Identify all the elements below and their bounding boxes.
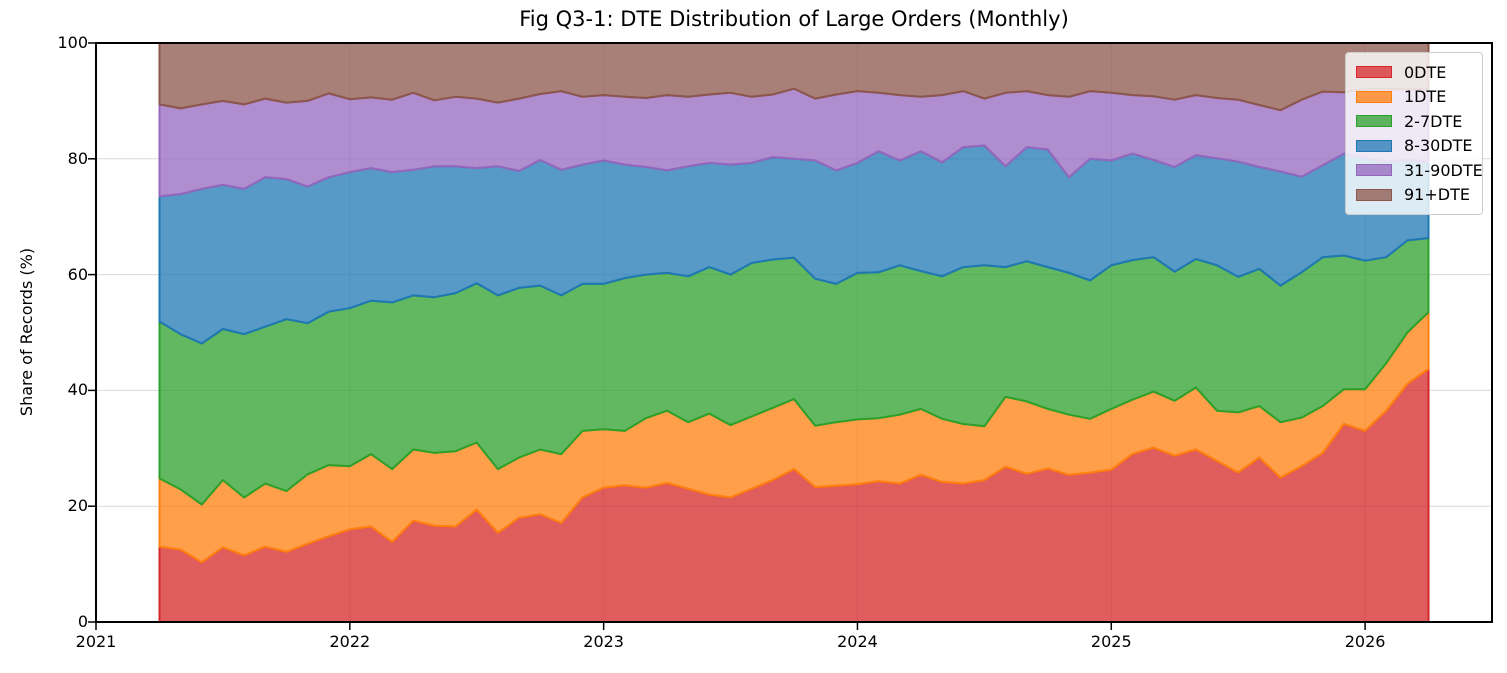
x-tick-label: 2021: [75, 632, 117, 651]
legend-swatch-icon: [1356, 188, 1392, 201]
legend-label: 1DTE: [1404, 87, 1447, 107]
y-axis-label: Share of Records (%): [17, 247, 36, 417]
y-tick-label: 100: [57, 33, 88, 52]
legend-swatch-icon: [1356, 115, 1392, 128]
legend-swatch-icon: [1356, 90, 1392, 103]
y-tick-label: 20: [67, 496, 88, 516]
legend-label: 2-7DTE: [1404, 111, 1463, 131]
y-tick-label: 40: [67, 380, 88, 400]
y-tick-label: 80: [67, 148, 88, 168]
legend: 0DTE 1DTE 2-7DTE 8-30DTE 31-90DTE 91+DTE: [1345, 52, 1483, 215]
axes-spines: [95, 42, 1493, 623]
y-tick-label: 0: [77, 612, 88, 631]
legend-label: 0DTE: [1404, 62, 1447, 82]
legend-label: 31-90DTE: [1404, 160, 1483, 180]
legend-item-0DTE: 0DTE: [1356, 60, 1472, 85]
legend-item-1DTE: 1DTE: [1356, 85, 1472, 110]
legend-swatch-icon: [1356, 66, 1392, 79]
legend-item-91+DTE: 91+DTE: [1356, 183, 1472, 208]
legend-swatch-icon: [1356, 139, 1392, 152]
legend-label: 8-30DTE: [1404, 136, 1473, 156]
x-tick-label: 2024: [837, 632, 878, 651]
legend-item-2-7DTE: 2-7DTE: [1356, 109, 1472, 134]
legend-item-8-30DTE: 8-30DTE: [1356, 134, 1473, 159]
x-tick-label: 2026: [1344, 632, 1386, 651]
y-tick-label: 60: [67, 264, 88, 284]
x-tick-label: 2025: [1090, 632, 1132, 651]
x-tick-label: 2022: [329, 632, 371, 651]
chart-title: Fig Q3-1: DTE Distribution of Large Orde…: [519, 7, 1069, 31]
tick-marks: [88, 42, 1366, 630]
legend-item-31-90DTE: 31-90DTE: [1356, 158, 1483, 183]
x-tick-label: 2023: [583, 632, 624, 651]
legend-label: 91+DTE: [1404, 185, 1470, 205]
legend-swatch-icon: [1356, 164, 1392, 177]
